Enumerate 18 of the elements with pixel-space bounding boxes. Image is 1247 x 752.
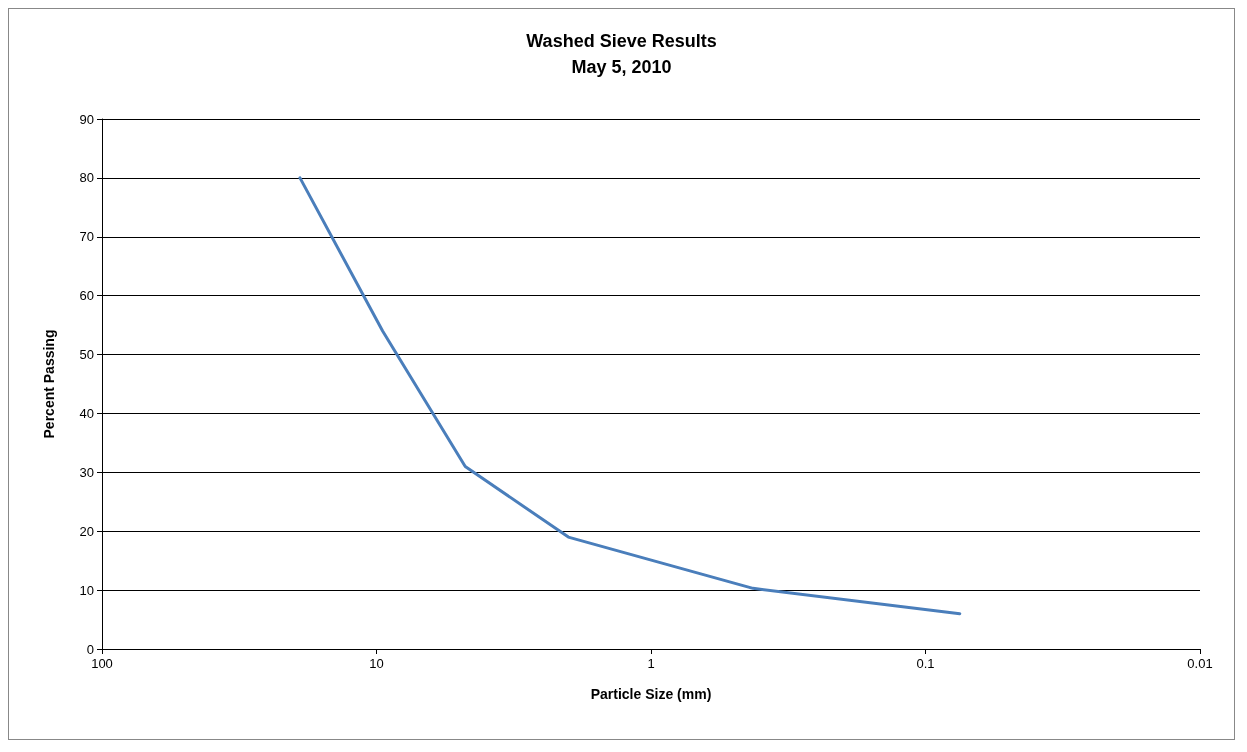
y-tick-label: 90	[79, 111, 94, 127]
y-tick-label: 70	[79, 229, 94, 245]
x-tick-label: 0.1	[916, 656, 935, 671]
y-axis-title: Percent Passing	[41, 329, 57, 439]
y-tick-label: 80	[79, 170, 94, 186]
x-tick-label: 0.01	[1187, 656, 1213, 671]
x-tick-label: 100	[91, 656, 113, 671]
x-tick-label: 1	[647, 656, 655, 671]
y-tick-label: 0	[86, 641, 94, 657]
y-tick-label: 20	[79, 523, 94, 539]
y-tick-label: 40	[79, 405, 94, 421]
y-tick-label: 60	[79, 288, 94, 304]
chart-title: Washed Sieve Results May 5, 2010	[526, 31, 717, 77]
y-tick-label: 50	[79, 347, 94, 363]
x-tick-label: 10	[369, 656, 384, 671]
y-tick-label: 10	[79, 582, 94, 598]
x-axis-title: Particle Size (mm)	[590, 686, 712, 702]
y-tick-label: 30	[79, 464, 94, 480]
